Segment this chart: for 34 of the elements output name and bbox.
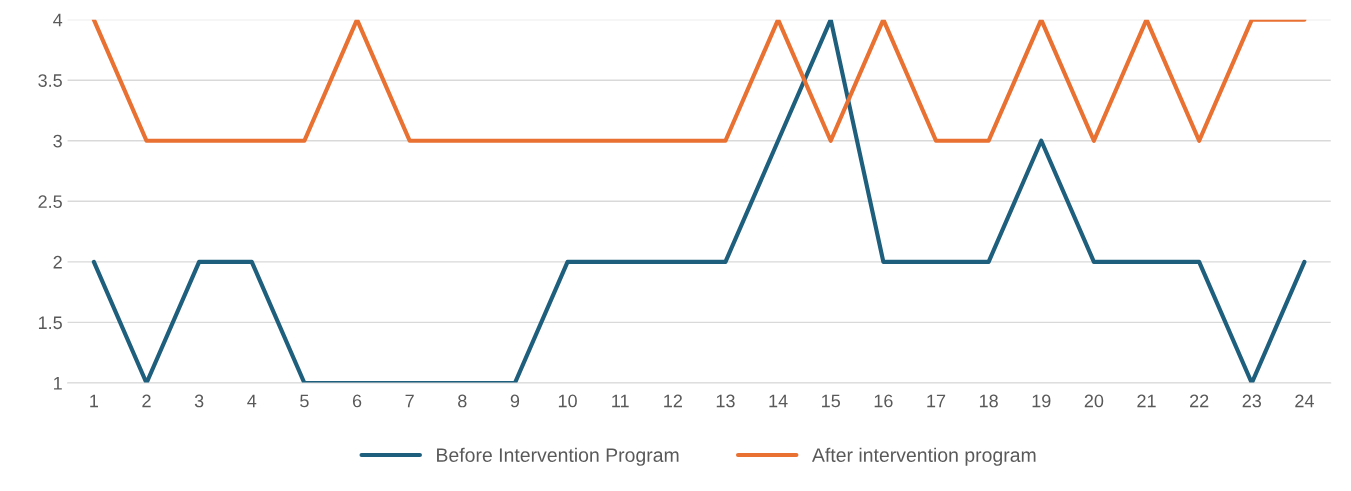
x-tick-label: 19 — [1032, 394, 1051, 408]
y-tick-label: 2 — [53, 255, 62, 269]
x-tick-label: 13 — [716, 394, 735, 408]
y-tick-label: 4 — [53, 13, 63, 27]
x-tick-label: 1 — [90, 394, 99, 408]
x-tick-label: 2 — [142, 394, 151, 408]
y-tick-label: 3 — [53, 134, 62, 148]
x-tick-label: 15 — [822, 394, 841, 408]
x-tick-label: 12 — [664, 394, 682, 408]
x-tick-label: 5 — [300, 394, 309, 408]
x-tick-label: 7 — [405, 394, 414, 408]
x-tick-label: 14 — [769, 394, 788, 408]
x-tick-label: 3 — [194, 394, 204, 408]
legend-label: After intervention program — [811, 447, 1036, 466]
legend-label: Before Intervention Program — [437, 447, 679, 466]
x-tick-label: 20 — [1084, 394, 1104, 408]
x-tick-label: 8 — [458, 394, 467, 408]
x-tick-label: 21 — [1137, 394, 1156, 408]
y-tick-label: 2.5 — [38, 195, 62, 209]
x-tick-label: 6 — [352, 394, 362, 408]
y-tick-label: 1 — [54, 377, 62, 390]
x-tick-label: 24 — [1295, 394, 1314, 408]
x-tick-label: 16 — [874, 394, 893, 408]
x-tick-label: 23 — [1242, 394, 1262, 408]
x-tick-label: 10 — [558, 394, 577, 408]
x-tick-label: 9 — [510, 394, 520, 408]
x-tick-label: 4 — [247, 394, 257, 408]
x-tick-label: 17 — [927, 394, 946, 408]
x-tick-label: 22 — [1190, 394, 1209, 408]
x-tick-label: 18 — [979, 394, 998, 408]
x-tick-label: 11 — [612, 394, 629, 408]
y-tick-label: 3.5 — [38, 74, 62, 87]
y-tick-label: 1.5 — [38, 316, 62, 330]
line-series — [91, 19, 1307, 383]
